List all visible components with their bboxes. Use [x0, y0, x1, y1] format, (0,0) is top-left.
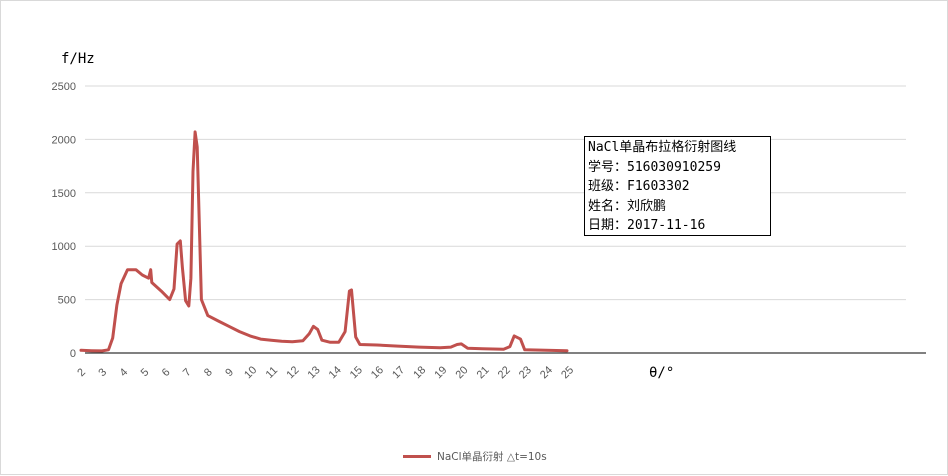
x-tick-labels: 2 3 4 5 6 7 8 9 10 11 12 13 14 15 16 17 18 19 20 21 22 23 24 25 — [75, 364, 576, 381]
x-tick-label: 10 — [242, 364, 259, 381]
series-line — [79, 130, 569, 353]
y-tick-label: 2500 — [52, 81, 76, 93]
x-tick-label: 2 — [75, 366, 88, 379]
annotation-name: 姓名：刘欣鹏 — [588, 198, 667, 214]
x-tick-label: 24 — [538, 364, 555, 381]
x-tick-label: 23 — [517, 364, 534, 381]
x-tick-label: 11 — [264, 364, 281, 381]
x-tick-label: 18 — [411, 364, 428, 381]
y-tick-label: 1000 — [52, 241, 76, 253]
x-tick-label: 13 — [306, 364, 323, 381]
x-tick-label: 14 — [327, 364, 344, 381]
x-tick-label: 9 — [223, 366, 236, 379]
y-tick-label: 500 — [58, 295, 76, 307]
annotation-date: 日期：2017-11-16 — [588, 218, 706, 234]
legend-label: NaCl单晶衍射 △t=10s — [437, 450, 547, 463]
gridlines — [85, 85, 906, 301]
x-tick-label: 6 — [160, 366, 173, 379]
y-tick-label: 1500 — [52, 188, 76, 200]
x-tick-label: 12 — [284, 364, 301, 381]
x-tick-label: 7 — [181, 366, 194, 379]
x-tick-label: 21 — [475, 364, 492, 381]
x-tick-label: 19 — [432, 364, 449, 381]
x-tick-label: 22 — [496, 364, 513, 381]
x-tick-label: 5 — [139, 366, 152, 379]
x-tick-label: 16 — [369, 364, 386, 381]
x-tick-label: 4 — [118, 366, 131, 379]
legend: NaCl单晶衍射 △t=10s — [403, 448, 547, 464]
y-tick-label: 2000 — [52, 134, 76, 146]
legend-swatch — [403, 454, 431, 458]
annotation-title: NaCl单晶布拉格衍射图线 — [588, 140, 737, 155]
annotation-student-id: 学号：516030910259 — [588, 159, 721, 175]
x-tick-label: 25 — [559, 364, 576, 381]
x-tick-label: 20 — [453, 364, 470, 381]
y-tick-label: 0 — [70, 348, 76, 360]
x-axis-title: θ/° — [649, 365, 674, 381]
y-tick-labels: 0 500 1000 1500 2000 2500 — [52, 81, 76, 360]
annotation-class: 班级：F1603302 — [588, 179, 690, 195]
x-tick-label: 17 — [390, 364, 407, 381]
x-tick-label: 3 — [96, 366, 109, 379]
y-axis-title: f/Hz — [61, 51, 95, 67]
annotation-box: NaCl单晶布拉格衍射图线 学号：516030910259 班级：F160330… — [584, 136, 771, 236]
x-tick-label: 15 — [348, 364, 365, 381]
x-tick-label: 8 — [202, 366, 215, 379]
